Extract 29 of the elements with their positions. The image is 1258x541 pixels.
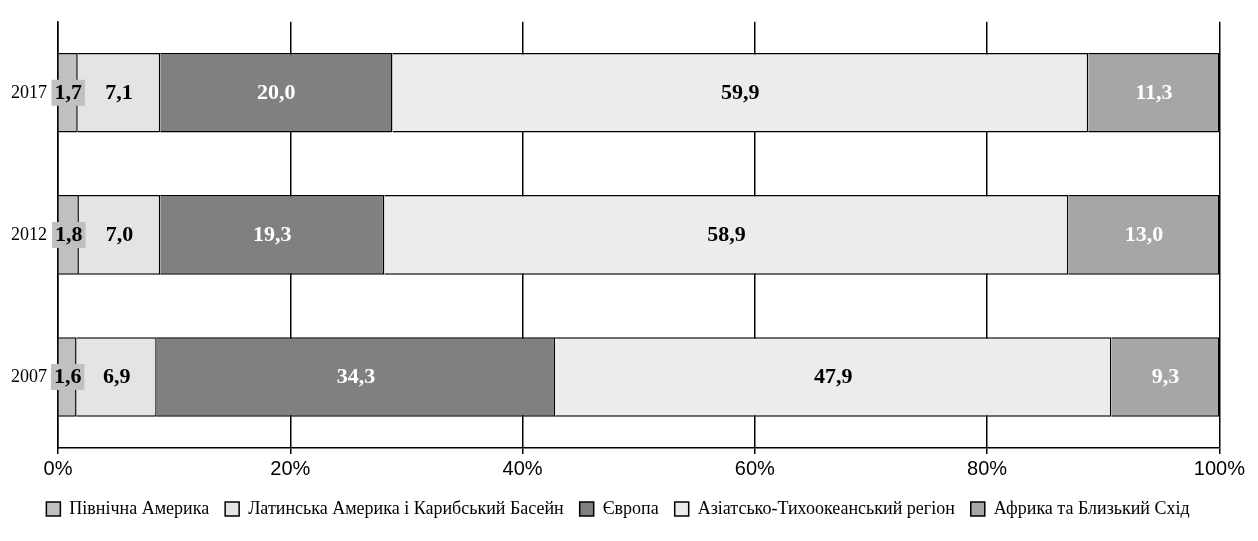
legend-label: Африка та Близький Схід <box>993 497 1190 518</box>
legend-label: Північна Америка <box>69 497 210 518</box>
x-tick-label: 60% <box>734 456 776 479</box>
x-tick-label: 100% <box>1193 456 1246 479</box>
data-label: 6,9 <box>102 362 131 388</box>
y-tick-label: 2017 <box>11 81 47 102</box>
x-tick-label: 40% <box>502 456 543 479</box>
data-label: 20,0 <box>257 78 296 104</box>
data-label: 19,3 <box>253 220 292 246</box>
y-tick-label: 2012 <box>11 223 47 244</box>
x-tick-label: 20% <box>270 456 311 479</box>
data-label: 1,8 <box>55 220 83 246</box>
data-label: 47,9 <box>814 362 853 388</box>
legend-label: Латинська Америка і Карибський Басейн <box>248 497 565 518</box>
data-label: 13,0 <box>1124 220 1164 246</box>
legend-label: Азіатсько-Тихоокеанський регіон <box>697 497 956 518</box>
y-tick-label: 2007 <box>11 365 47 386</box>
x-tick-label: 0% <box>43 456 73 479</box>
data-label: 11,3 <box>1135 78 1173 104</box>
data-label: 58,9 <box>707 220 746 246</box>
data-label: 7,1 <box>105 78 133 104</box>
legend-label: Європа <box>602 497 659 518</box>
data-label: 59,9 <box>721 78 760 104</box>
x-tick-label: 80% <box>967 456 1008 479</box>
data-label: 34,3 <box>336 362 376 388</box>
data-label: 7,0 <box>105 220 134 246</box>
data-label: 1,6 <box>53 362 82 388</box>
data-label: 1,7 <box>54 78 82 104</box>
data-label: 9,3 <box>1151 362 1180 388</box>
